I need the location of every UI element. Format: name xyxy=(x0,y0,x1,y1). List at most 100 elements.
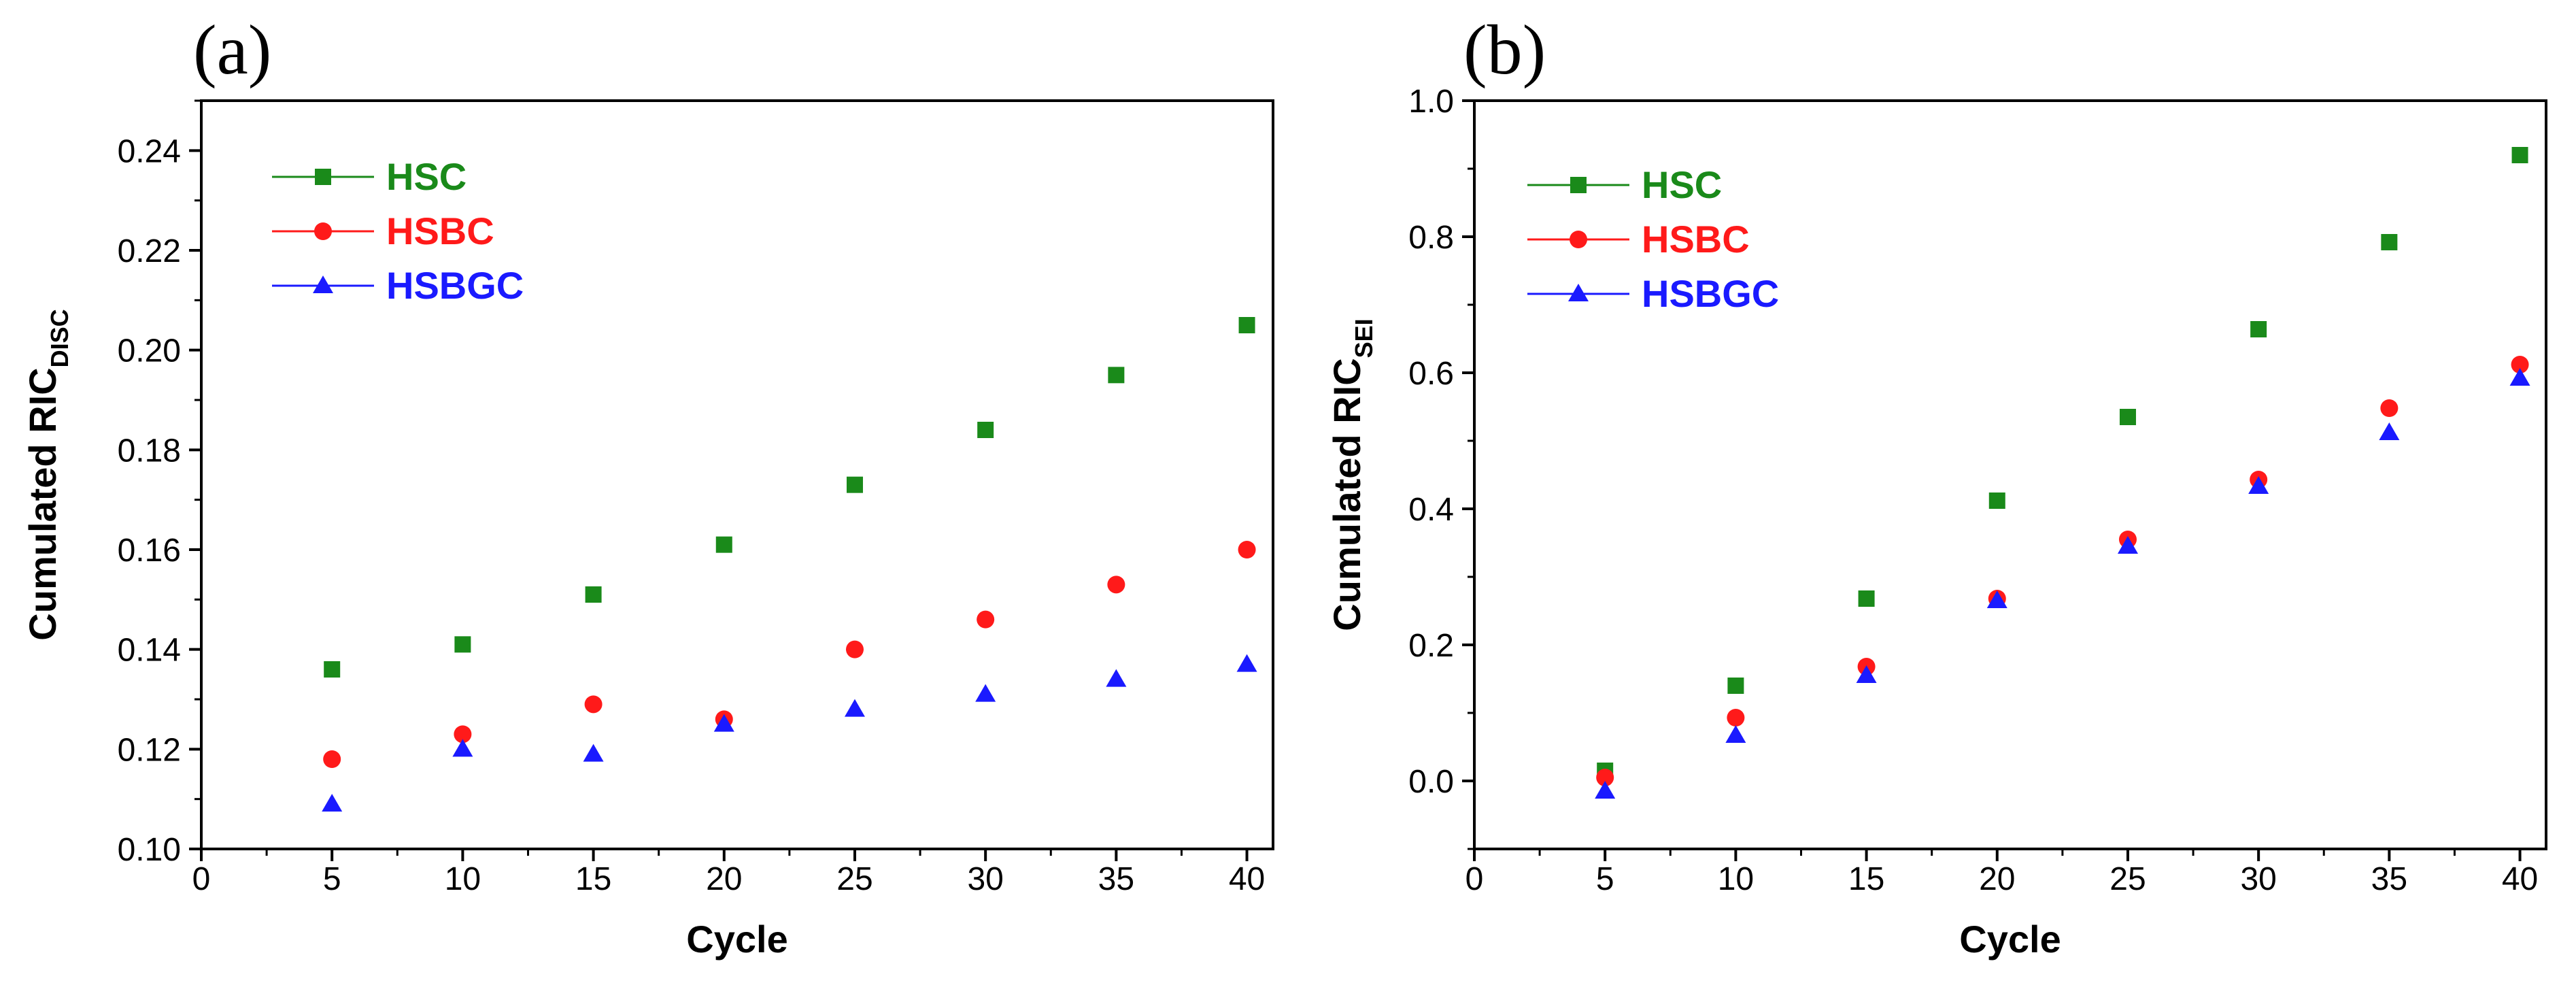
point-hsc xyxy=(324,661,341,678)
plot-frame-a xyxy=(200,99,1274,850)
point-hsc xyxy=(1238,317,1255,333)
x-tick-label: 15 xyxy=(1848,861,1884,897)
x-tick-label: 30 xyxy=(2240,861,2276,897)
point-hsc xyxy=(2511,147,2528,163)
y-axis-title-main: Cumulated RIC xyxy=(1325,358,1368,631)
point-hsbgc xyxy=(2509,368,2530,386)
x-tick-label: 40 xyxy=(2502,861,2538,897)
legend-marker-hsbgc xyxy=(1568,284,1589,301)
point-hsc xyxy=(454,636,471,653)
y-tick-label: 0.6 xyxy=(1408,356,1454,392)
point-hsc xyxy=(2119,409,2136,425)
point-hsbgc xyxy=(713,714,734,732)
panel-b: 0 5 10 15 20 25 30 35 40 0.0 0.2 0.4 0.6 0.8 1.0 Cycle C… xyxy=(1325,11,2547,961)
y-tick-label: 0.20 xyxy=(118,333,181,369)
x-tick-label: 40 xyxy=(1229,861,1265,897)
legend-marker-hsbc xyxy=(314,222,332,240)
point-hsc xyxy=(1988,492,2005,509)
y-tick-label: 0.2 xyxy=(1408,628,1454,664)
point-hsbgc xyxy=(1236,654,1257,672)
point-hsbgc xyxy=(975,684,996,702)
point-hsbc xyxy=(1107,575,1125,594)
y-axis-title: Cumulated RICDISC xyxy=(21,309,73,640)
y-tick-label: 0.0 xyxy=(1408,764,1454,800)
panel-label-a: (a) xyxy=(193,11,271,89)
point-hsbc xyxy=(454,725,472,744)
x-tick-label: 0 xyxy=(1465,861,1484,897)
y-axis-title-subscript: DISC xyxy=(46,309,73,367)
legend-label-hsc: HSC xyxy=(1642,163,1722,206)
point-hsbgc xyxy=(1106,669,1127,687)
legend-label-hsbgc: HSBGC xyxy=(386,264,524,307)
y-axis-title-subscript: SEI xyxy=(1350,318,1378,358)
point-hsbc xyxy=(323,750,341,768)
y-tick-label: 0.12 xyxy=(118,732,181,768)
point-hsbgc xyxy=(2248,476,2269,494)
legend-marker-hsc xyxy=(1570,177,1587,193)
x-tick-label: 25 xyxy=(2109,861,2146,897)
x-tick-label: 0 xyxy=(192,861,211,897)
y-tick-label: 0.8 xyxy=(1408,220,1454,256)
point-hsbc xyxy=(2511,356,2529,373)
legend-marker-hsc xyxy=(315,169,331,185)
x-tick-label: 20 xyxy=(1979,861,2015,897)
legend-label-hsc: HSC xyxy=(386,155,467,198)
point-hsc xyxy=(585,586,602,603)
point-hsc xyxy=(715,536,732,553)
y-tick-label: 1.0 xyxy=(1408,84,1454,120)
point-hsbc xyxy=(584,695,603,714)
point-hsc xyxy=(1727,678,1744,694)
point-hsbgc xyxy=(1595,781,1616,799)
x-tick-label: 15 xyxy=(575,861,611,897)
legend-label-hsbc: HSBC xyxy=(1642,218,1750,261)
panel-a: 0 5 10 15 20 25 30 35 40 0.10 0.12 0.14 0.16 0.18 0.20… xyxy=(21,11,1274,961)
point-hsbc xyxy=(1238,541,1256,558)
point-hsbc xyxy=(977,610,995,629)
point-hsc xyxy=(977,422,994,438)
point-hsbgc xyxy=(1856,665,1877,683)
point-hsbc xyxy=(1596,769,1614,786)
plot-frame-b xyxy=(1473,99,2547,850)
panel-label-b: (b) xyxy=(1463,11,1546,89)
point-hsc xyxy=(2381,234,2398,250)
point-hsbgc xyxy=(322,794,343,812)
y-axis-title-main: Cumulated RIC xyxy=(21,367,64,640)
point-hsbc xyxy=(2380,399,2399,417)
x-tick-label: 10 xyxy=(445,861,481,897)
point-hsc xyxy=(2250,321,2267,337)
x-tick-label: 25 xyxy=(836,861,872,897)
point-hsbgc xyxy=(2379,422,2400,440)
point-hsbgc xyxy=(583,744,604,762)
x-axis-title: Cycle xyxy=(1959,918,2061,961)
point-hsbc xyxy=(845,640,864,658)
x-tick-label: 20 xyxy=(706,861,742,897)
point-hsbgc xyxy=(2117,536,2138,554)
y-tick-label: 0.10 xyxy=(118,832,181,868)
y-tick-label: 0.18 xyxy=(118,433,181,469)
point-hsc xyxy=(846,476,863,493)
y-tick-label: 0.22 xyxy=(118,233,181,269)
x-tick-label: 35 xyxy=(1098,861,1134,897)
point-hsbgc xyxy=(1986,590,2007,608)
point-hsbc xyxy=(1727,709,1745,727)
x-tick-label: 30 xyxy=(967,861,1003,897)
x-tick-label: 5 xyxy=(323,861,341,897)
legend-marker-hsbc xyxy=(1570,231,1587,248)
x-axis-title: Cycle xyxy=(686,918,787,961)
x-tick-label: 35 xyxy=(2371,861,2407,897)
y-axis-title: Cumulated RICSEI xyxy=(1325,318,1378,631)
point-hsbgc xyxy=(452,739,473,757)
legend-label-hsbgc: HSBGC xyxy=(1642,272,1779,315)
point-hsbgc xyxy=(844,699,865,717)
point-hsc xyxy=(1858,590,1875,607)
legend-marker-hsbgc xyxy=(313,276,333,293)
legend-label-hsbc: HSBC xyxy=(386,210,494,252)
point-hsbgc xyxy=(1725,725,1746,743)
x-tick-label: 10 xyxy=(1718,861,1754,897)
y-tick-label: 0.16 xyxy=(118,533,181,569)
y-tick-label: 0.14 xyxy=(118,633,181,669)
y-tick-label: 0.24 xyxy=(118,133,181,169)
y-tick-label: 0.4 xyxy=(1408,492,1454,528)
point-hsc xyxy=(1108,367,1125,384)
